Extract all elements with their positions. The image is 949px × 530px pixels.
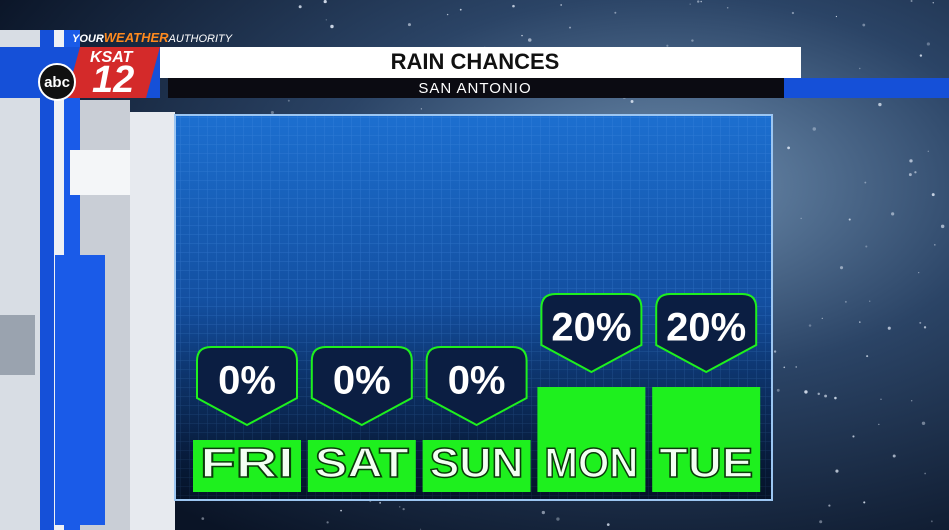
value-badge — [540, 293, 643, 374]
title-bar — [160, 47, 801, 78]
side-stripes — [0, 30, 175, 530]
chart-title: RAIN CHANCES — [391, 49, 560, 74]
tagline: YOURWEATHERAUTHORITY — [72, 30, 233, 45]
bar — [652, 387, 761, 492]
value-label: 20% — [666, 306, 746, 350]
station-name: KSAT — [90, 49, 134, 66]
plot: FRI 0% SAT 0% SUN 0% MON 20% TUE 20% — [193, 293, 761, 492]
category-label: FRI — [200, 439, 294, 486]
value-label: 0% — [333, 359, 391, 403]
value-badge — [425, 346, 528, 427]
chart-subtitle: SAN ANTONIO — [418, 80, 531, 97]
bar — [422, 440, 531, 492]
value-badge — [196, 346, 298, 427]
category-label: TUE — [659, 439, 753, 486]
bar — [537, 387, 646, 492]
header-accent — [784, 78, 949, 98]
value-label: 20% — [551, 306, 631, 350]
value-badge — [655, 293, 758, 374]
value-label: 0% — [218, 359, 276, 403]
value-label: 0% — [448, 359, 506, 403]
category-label: SAT — [315, 439, 409, 486]
channel-number: 12 — [92, 59, 134, 101]
category-label: MON — [544, 439, 638, 486]
value-badge — [310, 346, 413, 427]
bar — [193, 440, 301, 492]
network-logo: abc — [44, 74, 70, 91]
bar — [307, 440, 416, 492]
logo: YOURWEATHERAUTHORITY KSAT 12 abc — [38, 30, 233, 101]
category-label: SUN — [430, 439, 524, 486]
subtitle-bar — [168, 78, 784, 98]
